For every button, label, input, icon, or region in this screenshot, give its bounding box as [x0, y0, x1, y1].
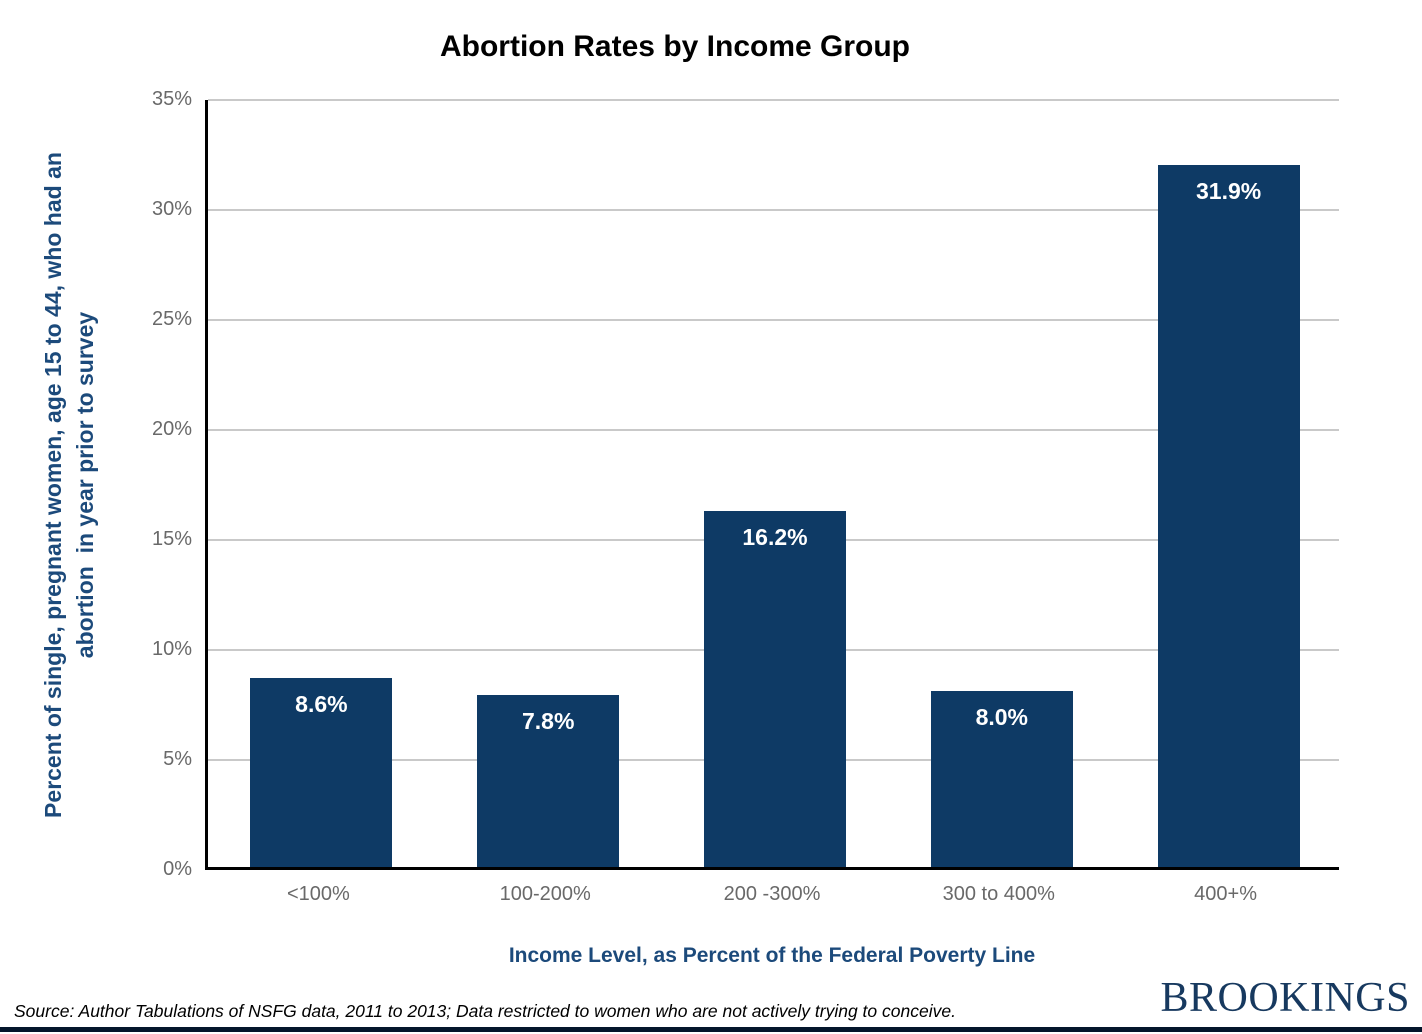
y-tick-label: 15%: [151, 528, 192, 550]
y-tick-label: 20%: [151, 418, 192, 440]
bar: 8.0%: [930, 691, 1073, 867]
footer-accent-bar: [0, 1027, 1422, 1032]
x-tick-label: 300 to 400%: [942, 883, 1055, 905]
bar: 7.8%: [477, 695, 620, 867]
bar-value-label: 8.6%: [295, 690, 348, 717]
bar: 8.6%: [250, 677, 393, 867]
gridline: [208, 429, 1339, 431]
bar-value-label: 16.2%: [742, 523, 808, 550]
gridline: [208, 209, 1339, 211]
brookings-logo: BROOKINGS: [1160, 975, 1410, 1021]
y-tick-label: 25%: [151, 308, 192, 330]
gridline: [208, 319, 1339, 321]
y-tick-label: 5%: [163, 748, 192, 770]
y-tick-label: 0%: [163, 858, 192, 880]
x-axis-title: Income Level, as Percent of the Federal …: [508, 944, 1036, 967]
bar: 31.9%: [1157, 165, 1300, 867]
y-tick-label: 30%: [151, 198, 192, 220]
chart-title: Abortion Rates by Income Group: [439, 30, 911, 63]
bar-value-label: 8.0%: [975, 704, 1029, 730]
plot-area: 8.6% 7.8% 16.2% 8.0% 31.9%: [205, 99, 1339, 870]
gridline: [208, 99, 1339, 101]
x-tick-label: 200 -300%: [723, 883, 821, 905]
y-tick-label: 35%: [151, 88, 192, 110]
bar-value-label: 7.8%: [521, 708, 575, 735]
source-note: Source: Author Tabulations of NSFG data,…: [14, 1001, 956, 1021]
x-tick-label: 100-200%: [499, 883, 591, 905]
bar-value-label: 31.9%: [1195, 178, 1262, 205]
bar: 16.2%: [704, 510, 846, 867]
y-tick-label: 10%: [151, 638, 192, 660]
x-tick-label: 400+%: [1194, 883, 1258, 905]
x-tick-label: <100%: [286, 883, 350, 905]
